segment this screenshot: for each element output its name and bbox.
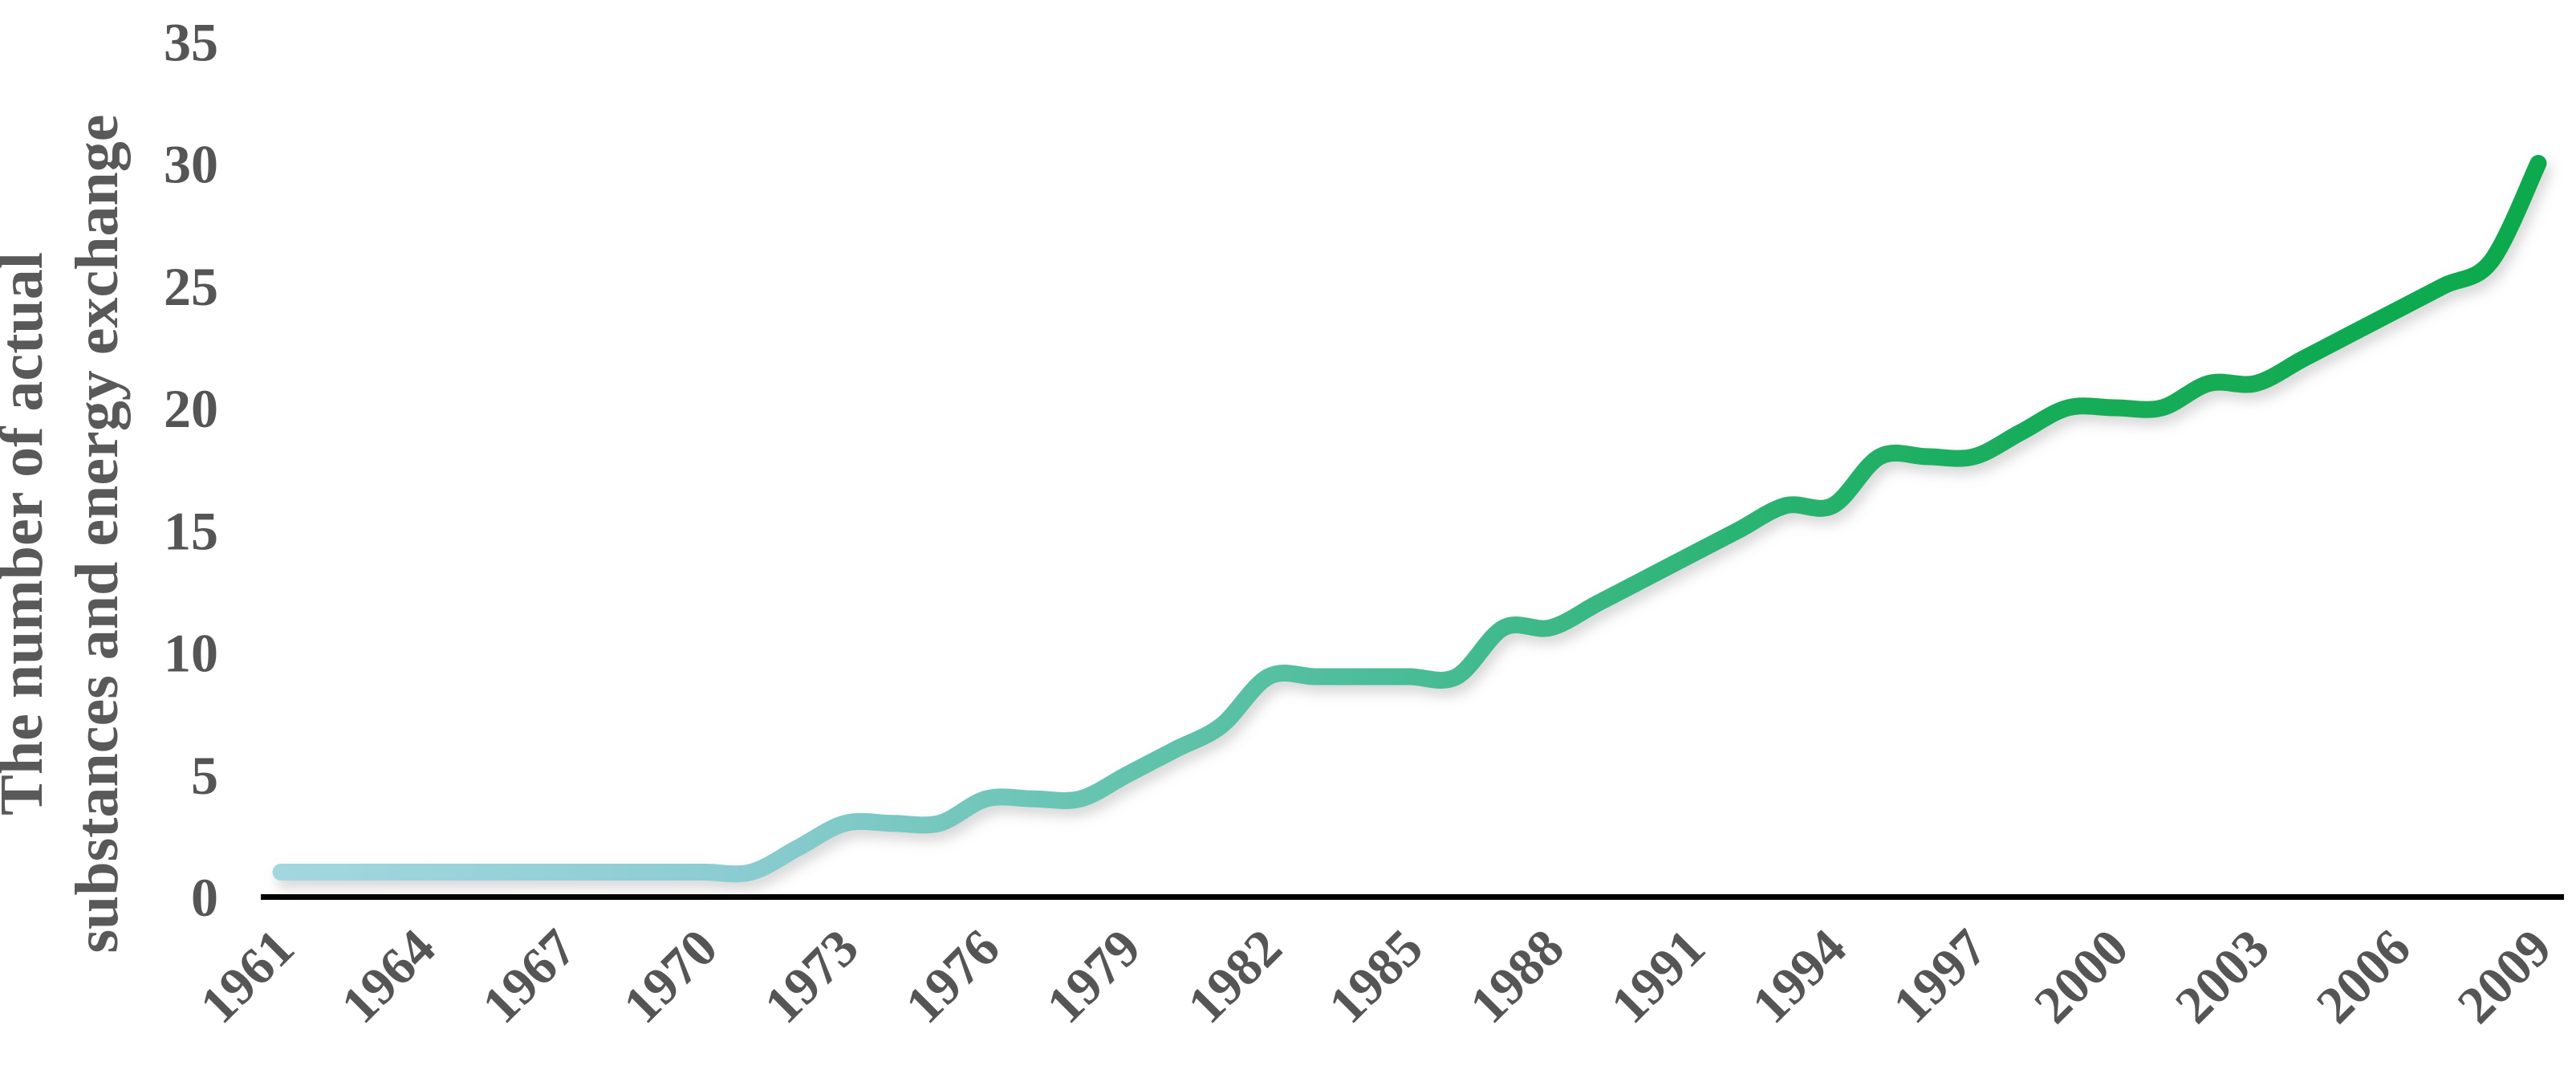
x-tick-label: 2009 xyxy=(2447,918,2563,1035)
x-tick-label: 1964 xyxy=(330,918,446,1035)
y-tick-label: 15 xyxy=(164,500,218,561)
x-axis-tick-labels: 1961 1964 1967 1970 1973 1976 1979 1982 1985 1988… xyxy=(189,918,2563,1035)
x-tick-label: 1985 xyxy=(1318,918,1434,1035)
x-tick-label: 1979 xyxy=(1036,918,1152,1035)
x-tick-label: 1982 xyxy=(1176,918,1293,1035)
data-line xyxy=(272,155,2547,883)
y-tick-label: 35 xyxy=(164,11,218,72)
y-axis-title: The number of actual substances and ener… xyxy=(0,114,131,953)
y-tick-label: 30 xyxy=(164,134,218,195)
x-tick-label: 1973 xyxy=(754,918,870,1035)
x-tick-label: 1961 xyxy=(189,918,306,1035)
x-tick-label: 1970 xyxy=(612,918,729,1035)
y-tick-label: 10 xyxy=(164,623,218,684)
y-axis-tick-labels: 0 5 10 15 20 25 30 35 xyxy=(164,11,218,928)
x-tick-label: 1997 xyxy=(1882,918,1998,1035)
x-tick-label: 1994 xyxy=(1741,918,1858,1035)
x-tick-label: 1976 xyxy=(895,918,1011,1035)
y-axis-title-line1: The number of actual xyxy=(0,252,55,816)
x-tick-label: 2000 xyxy=(2023,918,2139,1035)
y-tick-label: 0 xyxy=(191,867,218,928)
x-tick-label: 2006 xyxy=(2306,918,2422,1035)
y-tick-label: 5 xyxy=(191,745,218,806)
x-tick-label: 1991 xyxy=(1600,918,1717,1035)
x-tick-label: 1988 xyxy=(1459,918,1575,1035)
x-tick-label: 1967 xyxy=(471,918,587,1035)
y-axis-title-line2: substances and energy exchange xyxy=(63,114,131,953)
y-tick-label: 20 xyxy=(164,378,218,439)
y-tick-label: 25 xyxy=(164,256,218,317)
x-tick-label: 2003 xyxy=(2164,918,2281,1035)
